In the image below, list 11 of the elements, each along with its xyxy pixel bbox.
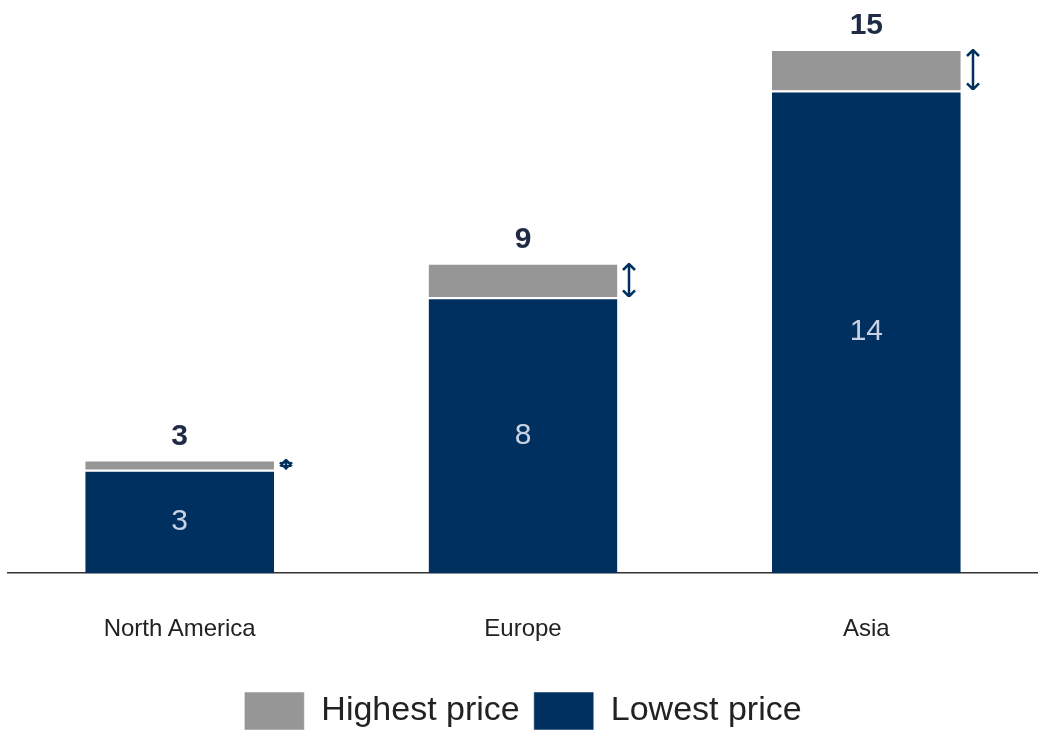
total-label: 9 [514, 221, 532, 255]
total-label: 3 [171, 417, 189, 451]
legend-label: Highest price [321, 689, 520, 728]
x-tick-label: Asia [842, 614, 891, 642]
data-label: 14 [849, 313, 884, 347]
x-tick-label: Europe [484, 614, 562, 642]
data-label: 8 [514, 416, 532, 450]
total-label: 15 [849, 7, 884, 41]
legend-label: Lowest price [610, 689, 802, 728]
x-tick-label: North America [103, 614, 257, 642]
data-label: 3 [171, 502, 189, 536]
